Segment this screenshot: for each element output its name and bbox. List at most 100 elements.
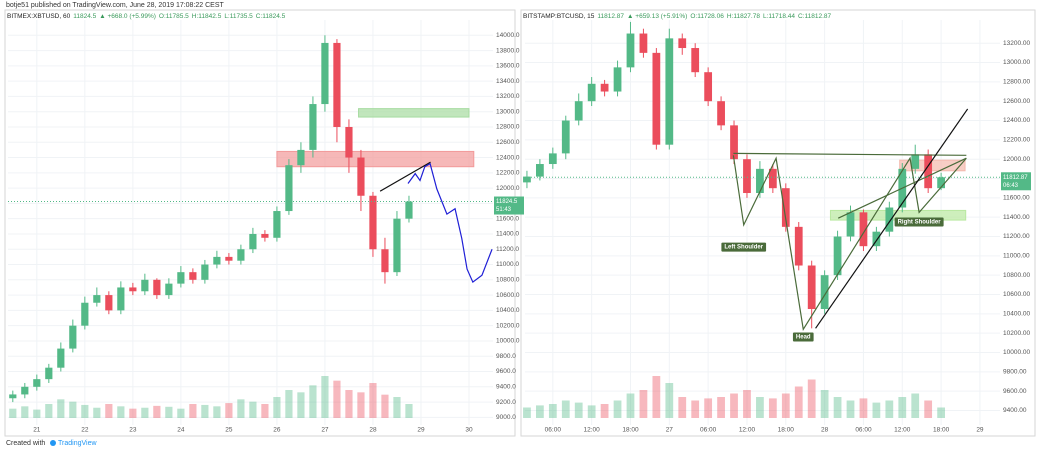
- y-tick-label: 11000.00: [1003, 253, 1030, 260]
- y-tick-label: 12000.00: [1003, 156, 1030, 163]
- volume-bar: [309, 385, 317, 418]
- candle-body: [261, 233, 269, 238]
- y-tick-label: 11000.0: [496, 261, 519, 268]
- volume-bar: [717, 397, 725, 418]
- y-tick-label: 9600.00: [1003, 388, 1027, 395]
- y-tick-label: 13600.0: [496, 63, 520, 70]
- candle-body: [626, 33, 635, 68]
- candle-body: [141, 279, 149, 292]
- title-part: H:11827.78: [727, 13, 761, 20]
- volume-bar: [691, 400, 700, 418]
- volume-bar: [129, 408, 137, 418]
- volume-bar: [833, 397, 842, 418]
- volume-bar: [678, 397, 687, 418]
- volume-bar: [357, 392, 365, 418]
- volume-bar: [561, 400, 570, 418]
- candle-body: [704, 72, 713, 102]
- candle-body: [225, 256, 233, 261]
- last-price-tag: [494, 196, 524, 215]
- y-tick-label: 9800.00: [1003, 369, 1027, 376]
- y-tick-label: 10000.0: [496, 338, 520, 345]
- y-tick-label: 12600.00: [1003, 98, 1030, 105]
- candle-body: [213, 256, 221, 265]
- title-part: BITSTAMP:BTCUSD, 15: [523, 13, 595, 20]
- candle-body: [309, 104, 317, 150]
- title-part: ▲ +659.13 (+5.91%): [627, 13, 687, 20]
- x-tick-label: 22: [81, 427, 89, 434]
- candle-body: [405, 201, 413, 219]
- y-tick-label: 12000.0: [496, 185, 520, 192]
- volume-bar: [639, 390, 648, 418]
- left-panel: [4, 9, 516, 437]
- y-tick-label: 12600.0: [496, 139, 520, 146]
- y-tick-label: 10600.0: [496, 292, 520, 299]
- volume-bar: [117, 406, 125, 418]
- y-tick-label: 11400.00: [1003, 214, 1030, 221]
- volume-bar: [381, 394, 389, 418]
- y-tick-label: 12200.0: [496, 170, 520, 177]
- candle-body: [237, 249, 245, 261]
- x-tick-label: 18:00: [933, 427, 950, 434]
- volume-bar: [153, 405, 161, 418]
- title-part: O:11785.5: [159, 13, 189, 20]
- footer-brand[interactable]: TradingView: [58, 440, 97, 447]
- publish-note: botje51 published on TradingView.com, Ju…: [6, 2, 225, 9]
- candle-body: [665, 38, 674, 145]
- x-tick-label: 25: [225, 427, 233, 434]
- y-tick-label: 10800.00: [1003, 272, 1030, 279]
- y-tick-label: 10200.00: [1003, 330, 1030, 337]
- x-tick-label: 29: [417, 427, 425, 434]
- volume-bar: [249, 401, 257, 418]
- candle-body: [57, 348, 65, 368]
- candle-body: [273, 211, 281, 238]
- candle-body: [45, 367, 53, 380]
- candle-body: [846, 212, 855, 237]
- x-tick-label: 06:00: [700, 427, 717, 434]
- candle-body: [561, 120, 570, 154]
- y-tick-label: 9000.0: [496, 414, 516, 421]
- x-tick-label: 30: [465, 427, 473, 434]
- candle-body: [105, 295, 113, 311]
- candle-body: [189, 272, 197, 280]
- x-tick-label: 23: [129, 427, 137, 434]
- candle-body: [129, 287, 137, 292]
- x-tick-label: 26: [273, 427, 281, 434]
- candle-body: [652, 52, 661, 145]
- volume-bar: [613, 400, 622, 418]
- volume-bar: [872, 402, 881, 418]
- y-tick-label: 10600.00: [1003, 291, 1030, 298]
- title-part: O:11728.06: [690, 13, 724, 20]
- candle-body: [9, 394, 17, 399]
- volume-bar: [885, 400, 894, 418]
- y-tick-label: 13800.0: [496, 47, 520, 54]
- volume-bar: [321, 376, 329, 418]
- volume-bar: [652, 376, 661, 418]
- candle-body: [885, 207, 894, 232]
- candle-body: [548, 153, 557, 165]
- x-tick-label: 28: [369, 427, 377, 434]
- candle-body: [859, 212, 868, 247]
- volume-bar: [574, 402, 583, 418]
- y-tick-label: 10000.00: [1003, 349, 1030, 356]
- candle-body: [297, 149, 305, 166]
- y-tick-label: 11600.00: [1003, 195, 1030, 202]
- volume-bar: [9, 408, 17, 418]
- volume-bar: [911, 393, 920, 418]
- drawn-line: [837, 157, 967, 219]
- candle-body: [345, 126, 353, 158]
- candle-body: [743, 159, 751, 194]
- title-part: L:11735.5: [224, 13, 253, 20]
- candle-body: [678, 38, 687, 49]
- volume-bar: [105, 404, 113, 418]
- volume-bar: [768, 398, 777, 418]
- candle-body: [587, 83, 596, 102]
- candle-body: [165, 283, 173, 296]
- pattern-label: Left Shoulder: [724, 245, 763, 251]
- candle-body: [285, 165, 293, 212]
- y-tick-label: 13000.00: [1003, 59, 1030, 66]
- title-part: C:11812.87: [798, 13, 832, 20]
- candle-body: [613, 67, 622, 92]
- volume-bar: [297, 392, 305, 418]
- candle-body: [321, 42, 329, 105]
- chart-title: BITSTAMP:BTCUSD, 15 11812.87 ▲ +659.13 (+5…: [523, 13, 832, 20]
